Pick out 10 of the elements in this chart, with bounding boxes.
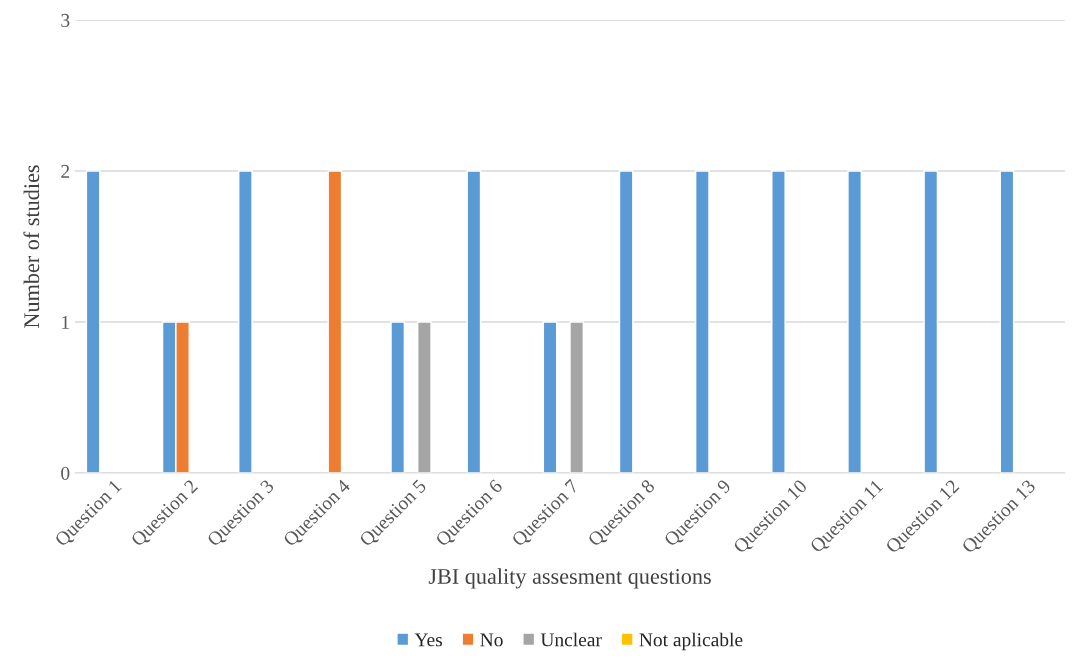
legend-label: Unclear — [540, 632, 602, 647]
y-tick-label: 0 — [61, 466, 70, 480]
legend-label: Yes — [414, 633, 443, 647]
y-tick-label: 3 — [61, 13, 70, 27]
legend-label: Not aplicable — [639, 632, 743, 651]
y-tick-label: 2 — [61, 164, 70, 178]
legend-label: No — [480, 633, 503, 647]
y-tick-label: 1 — [62, 315, 69, 329]
x-axis-title: JBI quality assesment questions — [428, 568, 711, 589]
y-axis-title: Number of studies — [23, 165, 40, 328]
